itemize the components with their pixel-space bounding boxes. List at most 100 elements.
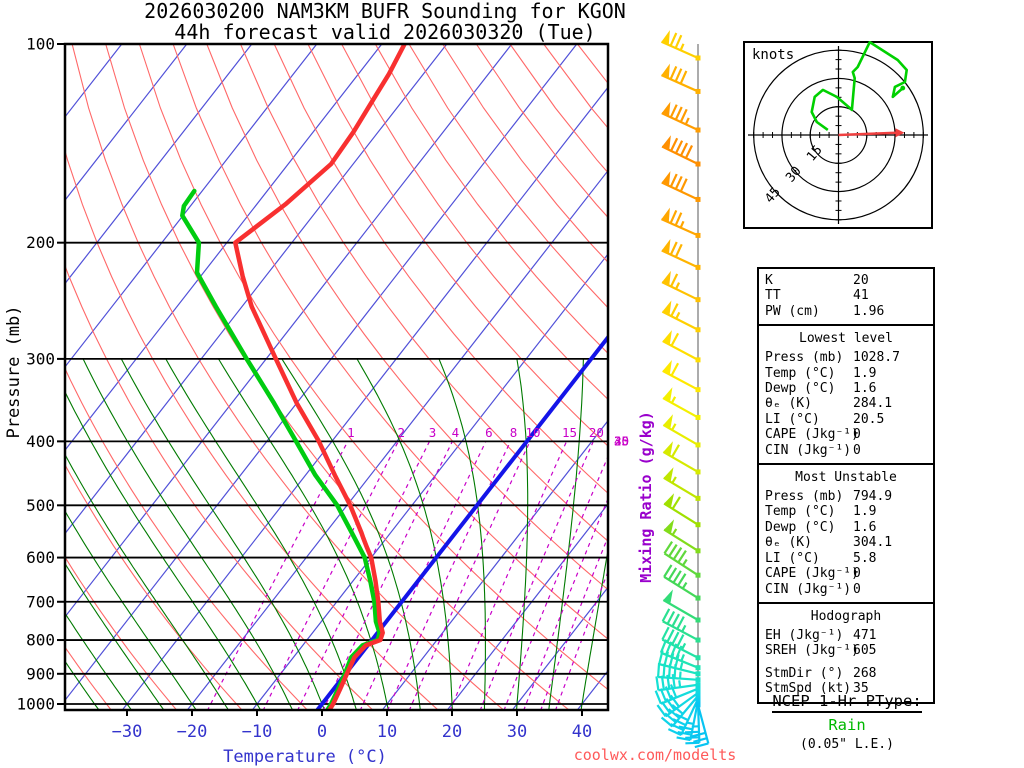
stat-label: CIN (Jkg⁻¹) [765,581,852,597]
stat-value: 1.6 [853,519,877,535]
mixing-ratio-label: 40 [614,433,629,448]
mixing-ratio-label: 15 [562,425,577,440]
pressure-tick-label: 200 [26,233,55,252]
sounding-traces [180,44,407,711]
temperature-tick-label: 0 [317,722,327,742]
stat-label: PW (cm) [765,303,820,319]
stat-label: CAPE (Jkg⁻¹) [765,566,859,582]
stat-row: CIN (Jkg⁻¹) 0 [765,443,933,458]
stat-row: EH (Jkg⁻¹) 471 [765,628,933,643]
stat-row: StmSpd (kt) 35 [765,681,933,696]
temperature-tick-label: −10 [242,722,273,742]
pressure-tick-label: 300 [26,349,55,368]
stat-label: K [765,273,773,288]
stat-row: LI (°C) 20.5 [765,412,933,427]
stat-value: 5.8 [853,550,877,566]
stat-label: EH (Jkg⁻¹) [765,627,844,643]
stat-row: CIN (Jkg⁻¹) 0 [765,582,933,597]
stat-value: 304.1 [853,535,893,551]
stat-label: StmDir (°) [765,665,844,681]
ptype-heading: NCEP 1-Hr PType: [772,692,922,713]
stat-label: CAPE (Jkg⁻¹) [765,427,859,443]
stats-section: K 20 TT 41 PW (cm) 1.96 [759,269,933,324]
stat-label: θₑ (K) [765,535,812,551]
mixing-ratio-label: 2 [398,425,406,440]
stat-value: 1.6 [853,381,877,397]
stat-value: 1.9 [853,365,877,381]
stat-value: 0 [853,427,861,443]
mixing-ratio-label: 8 [510,425,518,440]
stats-section: Lowest level Press (mb) 1028.7 Temp (°C) 1.9… [759,324,933,463]
stat-value: 1.9 [853,504,877,520]
pressure-tick-label: 600 [26,548,55,567]
stat-row: StmDir (°) 268 [765,666,933,681]
stat-value: 20 [853,273,869,288]
stat-value: 20.5 [853,411,885,427]
hodograph-units-label: knots [752,47,794,63]
stat-value: 268 [853,665,877,681]
mixing-ratio-label: 6 [485,425,493,440]
skewt-grid [66,44,607,711]
stats-section-title: Lowest level [799,331,893,347]
stat-row: Temp (°C) 1.9 [765,366,933,381]
ptype-note: (0.05" L.E.) [800,737,894,752]
wind-barb-column [654,30,710,749]
stat-row: SREH (Jkg⁻¹) 605 [765,643,933,658]
mixing-ratio-label: 30 [614,433,629,448]
stat-label: Temp (°C) [765,504,836,520]
chart-title: 2026030200 NAM3KM BUFR Sounding for KGON… [85,1,685,43]
stat-value: 1.96 [853,303,885,319]
stat-row: θₑ (K) 304.1 [765,535,933,550]
stat-row: PW (cm) 1.96 [765,304,933,319]
stat-row: Dewp (°C) 1.6 [765,381,933,396]
stat-row: Press (mb) 794.9 [765,489,933,504]
stat-row: Temp (°C) 1.9 [765,504,933,519]
ptype-value: Rain [828,716,866,734]
stat-value: 284.1 [853,396,893,412]
mixing-ratio-label: 1 [347,425,355,440]
pressure-tick-label: 500 [26,496,55,515]
plot-frame [63,42,610,712]
stat-row: CAPE (Jkg⁻¹) 0 [765,566,933,581]
stat-row: K 20 [765,273,933,288]
mixing-ratio-label: 3 [429,425,437,440]
stat-value: 35 [853,681,869,697]
stat-value: 794.9 [853,489,893,505]
stat-value: 1028.7 [853,350,900,366]
temperature-tick-label: 30 [507,722,527,742]
pressure-tick-label: 900 [26,664,55,683]
temperature-tick-label: −30 [112,722,143,742]
stat-label: Press (mb) [765,350,844,366]
stat-row: CAPE (Jkg⁻¹) 0 [765,427,933,442]
stats-section-title: Hodograph [810,608,882,624]
stat-label: CIN (Jkg⁻¹) [765,442,852,458]
pressure-tick-label: 100 [26,35,55,54]
pressure-tick-label: 400 [26,432,55,451]
stat-value: 0 [853,581,861,597]
stat-label: Dewp (°C) [765,519,836,535]
temperature-tick-label: −20 [177,722,208,742]
ptype-block: NCEP 1-Hr PType: Rain (0.05" L.E.) [744,691,950,752]
stat-label: Dewp (°C) [765,381,836,397]
mixing-ratio-label: 10 [525,425,540,440]
mixing-ratio-label: 35 [614,433,629,448]
stat-label: LI (°C) [765,411,820,427]
watermark: coolwx.com/modelts [573,746,737,764]
stat-value: 41 [853,288,869,304]
stat-row: TT 41 [765,288,933,303]
stat-value: 0 [853,566,861,582]
temperature-tick-label: 40 [572,722,592,742]
stat-row: Dewp (°C) 1.6 [765,520,933,535]
stats-panel: K 20 TT 41 PW (cm) 1.96 Lowest level Press (mb)… [757,267,935,704]
stat-row: LI (°C) 5.8 [765,551,933,566]
stat-label: Press (mb) [765,489,844,505]
stat-value: 0 [853,442,861,458]
stat-label: StmSpd (kt) [765,681,852,697]
stat-label: TT [765,288,781,304]
